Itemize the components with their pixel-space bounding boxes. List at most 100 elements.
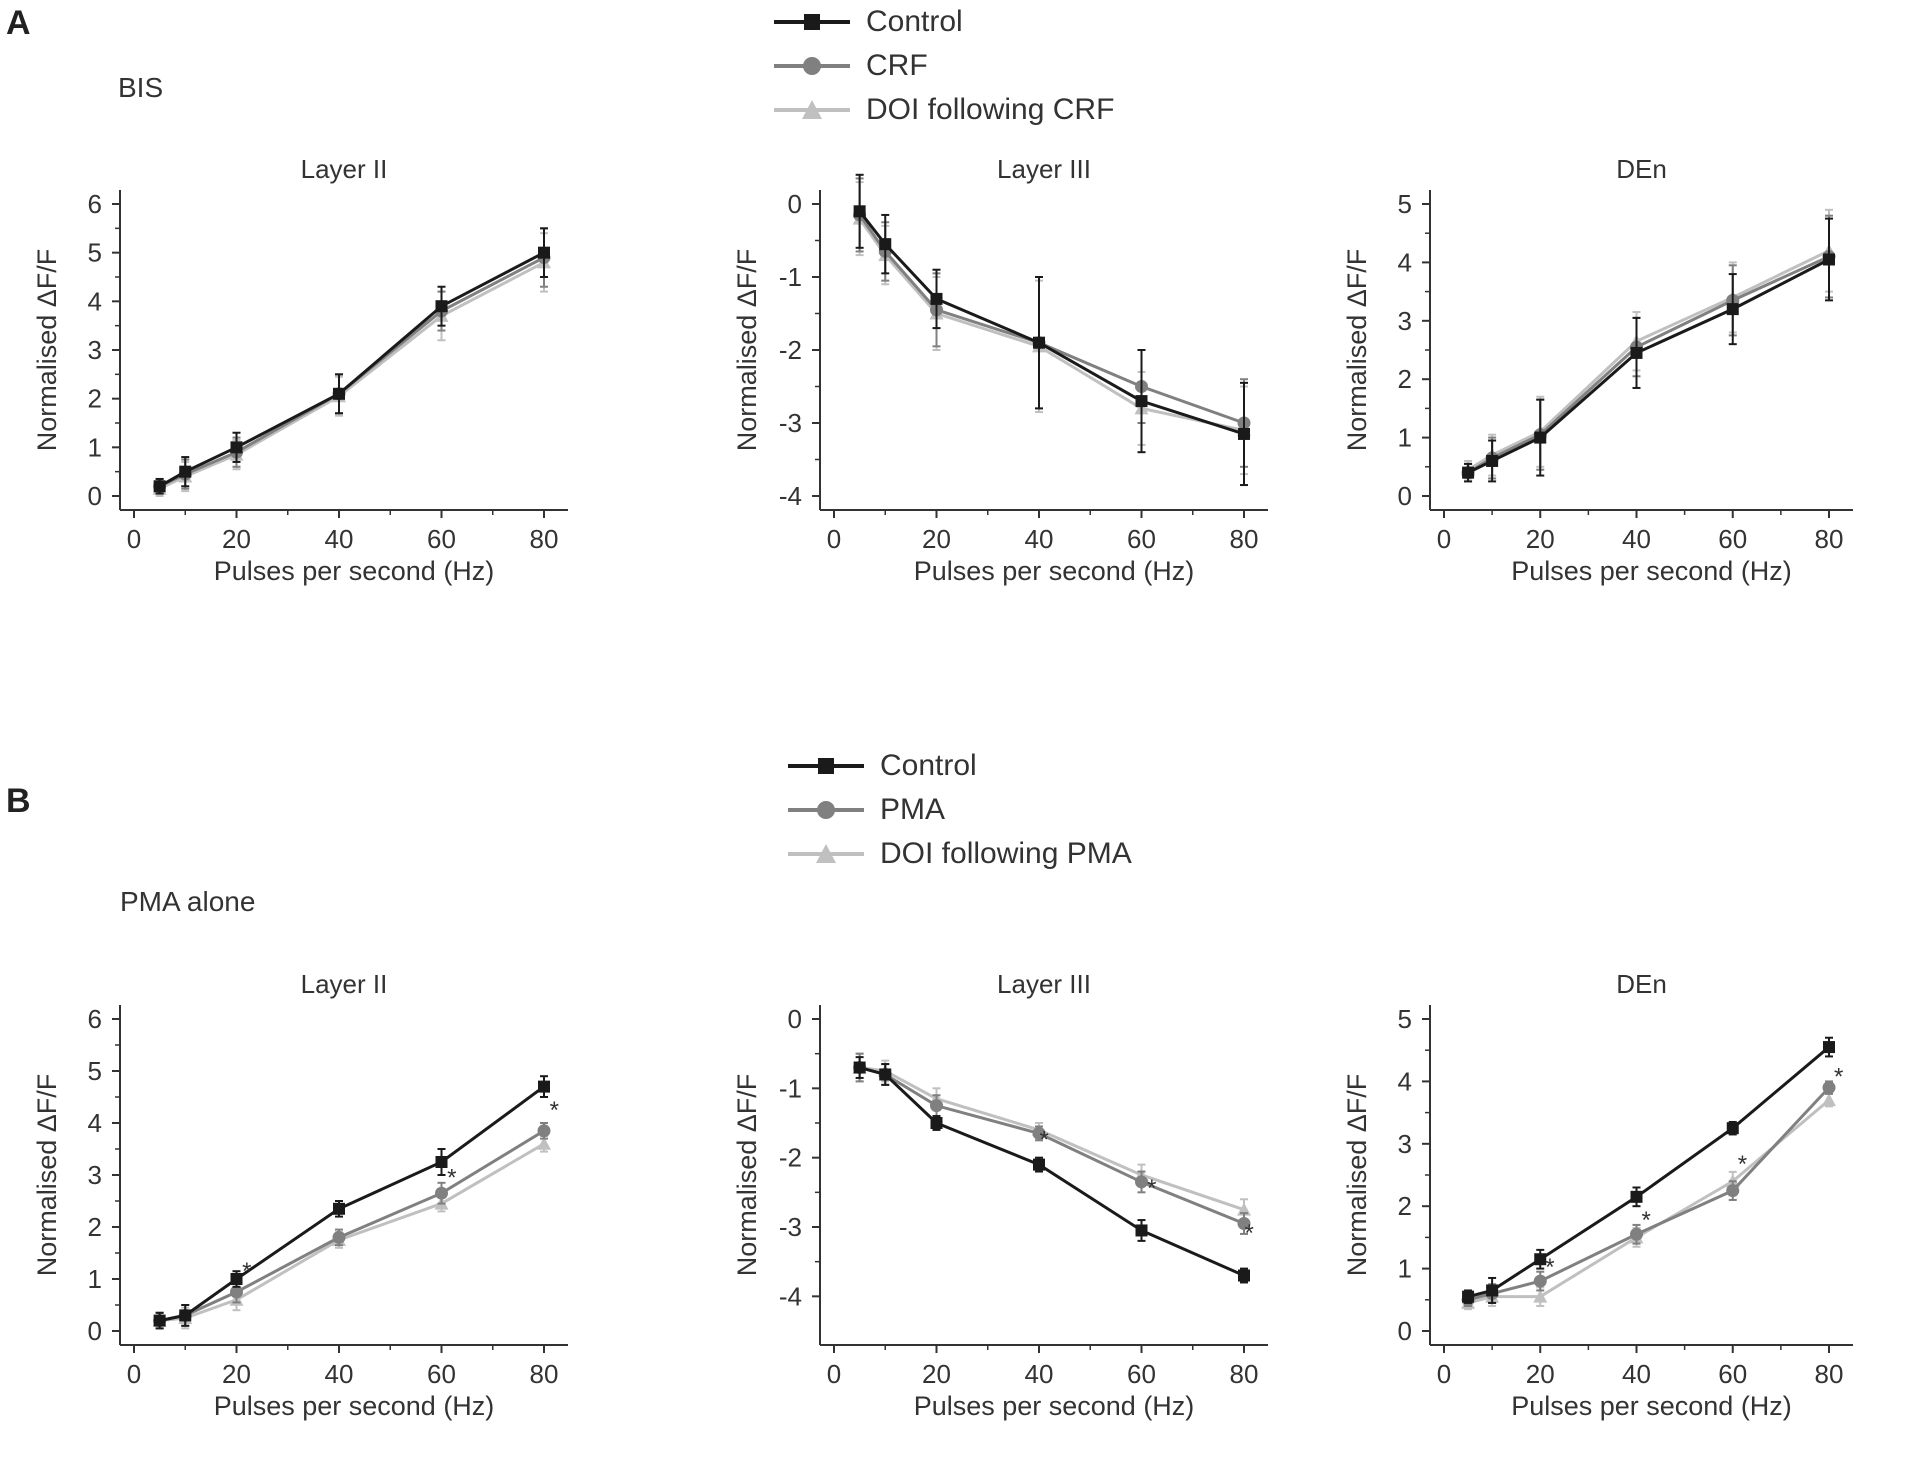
x-tick-label: 0 (827, 524, 841, 554)
chart-b-layer-iii: Layer III 0 -1 -2 -3 -4 0 20 40 60 80 Pulses per se… (700, 955, 1320, 1455)
data-point (1486, 1284, 1499, 1297)
x-axis-label: Pulses per second (Hz) (914, 1391, 1195, 1421)
series-pma (853, 1052, 1251, 1235)
data-point (230, 441, 243, 454)
chart-b-layer-ii: Layer II 0 1 2 3 4 5 6 0 20 40 60 80 Pulses per secon… (0, 955, 620, 1455)
x-tick-label: 0 (127, 524, 141, 554)
series-crf (853, 177, 1251, 468)
chart-a-layer-iii-svg: Layer III 0 -1 -2 -3 -4 0 20 40 60 80 Pulses per se… (732, 154, 1268, 586)
x-tick-label: 60 (427, 1359, 456, 1389)
series-crf (153, 227, 551, 495)
data-point (1135, 1175, 1148, 1189)
x-axis-label: Pulses per second (Hz) (914, 556, 1195, 586)
data-point (1534, 1253, 1547, 1266)
series-line (158, 261, 545, 491)
data-point (333, 387, 345, 400)
y-tick-label: 1 (88, 432, 102, 462)
series-line (859, 1066, 1245, 1277)
y-tick-label: -4 (779, 481, 802, 511)
legend-doi-pma-label: DOI following PMA (880, 837, 1132, 870)
chart-title: Layer III (997, 969, 1091, 999)
x-tick-label: 20 (222, 524, 251, 554)
chart-a-den: DEn 0 1 2 3 4 5 0 20 40 60 80 Pulses per second (Hz)… (1310, 140, 1905, 620)
panel-a-letter: A (6, 4, 31, 42)
data-point (930, 292, 943, 305)
significance-star: * (1738, 1151, 1747, 1178)
data-point (1630, 1227, 1643, 1241)
y-tick-label: 2 (1398, 1191, 1412, 1221)
series-control (153, 227, 550, 495)
legend-control-marker (774, 14, 850, 30)
data-point (153, 480, 166, 493)
series-line (1467, 1045, 1830, 1299)
data-point (435, 1156, 448, 1168)
data-point (930, 1099, 943, 1113)
x-tick-label: 20 (1526, 1359, 1555, 1389)
y-axis-label: Normalised ΔF/F (732, 249, 762, 452)
y-tick-label: 3 (1398, 1129, 1412, 1159)
x-tick-label: 40 (1622, 524, 1651, 554)
data-point (853, 1061, 866, 1074)
x-axis-label: Pulses per second (Hz) (1511, 556, 1792, 586)
y-tick-label: 5 (1398, 189, 1412, 219)
y-tick-label: 0 (788, 189, 802, 219)
y-tick-label: -3 (779, 408, 802, 438)
series-doi-following-crf (852, 181, 1251, 476)
x-tick-label: 20 (222, 1359, 251, 1389)
x-tick-label: 0 (1437, 1359, 1451, 1389)
data-point (435, 1186, 448, 1200)
series-line (858, 217, 1245, 432)
significance-star: * (1641, 1207, 1650, 1234)
series-control (1462, 217, 1835, 483)
data-point (879, 238, 892, 251)
y-tick-label: 0 (1398, 1316, 1412, 1346)
x-tick-label: 20 (1526, 524, 1555, 554)
data-point (230, 1273, 243, 1285)
data-point (1033, 336, 1045, 349)
series-control (1462, 1036, 1835, 1304)
data-point (1822, 1081, 1836, 1095)
x-tick-label: 20 (922, 524, 951, 554)
y-tick-label: -1 (779, 1073, 802, 1103)
panel-b-legend: Control PMA DOI following PMA (786, 744, 1132, 876)
series-doi-following-pma (1461, 1092, 1836, 1311)
x-tick-label: 60 (1127, 1359, 1156, 1389)
y-axis-label: Normalised ΔF/F (1342, 249, 1372, 452)
x-tick-label: 40 (1025, 1359, 1054, 1389)
chart-b-den-svg: DEn 0 1 2 3 4 5 0 20 40 60 80 Pulses per second (Hz)… (1342, 969, 1853, 1421)
y-tick-label: 2 (1398, 364, 1412, 394)
data-point (930, 1117, 943, 1129)
legend-control-b-label: Control (880, 749, 977, 782)
x-tick-label: 0 (127, 1359, 141, 1389)
x-tick-label: 80 (1230, 524, 1259, 554)
chart-a-layer-ii: Layer II 0 1 2 3 4 5 6 0 20 40 60 80 Pulses per secon… (0, 140, 620, 620)
series-line (858, 210, 1245, 436)
chart-b-layer-iii-svg: Layer III 0 -1 -2 -3 -4 0 20 40 60 80 Pulses per se… (732, 969, 1268, 1421)
legend-item-control: Control (772, 0, 1114, 44)
series-doi-following-crf (152, 232, 551, 497)
legend-item-pma: PMA (786, 788, 1132, 832)
series-doi-following-crf (1461, 208, 1836, 480)
significance-star: * (550, 1097, 559, 1124)
data-point (333, 1202, 345, 1215)
legend-item-doi-crf: DOI following CRF (772, 88, 1114, 132)
data-point (538, 1080, 550, 1093)
legend-control-b-marker (788, 758, 864, 774)
y-tick-label: 6 (88, 1004, 102, 1034)
legend-control-label: Control (866, 5, 963, 38)
legend-item-doi-pma: DOI following PMA (786, 832, 1132, 876)
x-tick-label: 0 (1437, 524, 1451, 554)
panel-b-condition-label: PMA alone (120, 886, 256, 917)
data-point (537, 1136, 551, 1150)
legend-pma-label: PMA (880, 793, 946, 826)
data-point (538, 246, 550, 259)
series-control (153, 1075, 550, 1330)
significance-star: * (1545, 1254, 1554, 1281)
chart-b-den: DEn 0 1 2 3 4 5 0 20 40 60 80 Pulses per second (Hz)… (1310, 955, 1905, 1455)
data-point (1238, 1269, 1250, 1282)
x-tick-label: 60 (1718, 1359, 1747, 1389)
y-tick-label: 1 (1398, 423, 1412, 453)
y-tick-label: 3 (88, 1160, 102, 1190)
data-point (1135, 395, 1148, 408)
y-tick-label: 2 (88, 1212, 102, 1242)
